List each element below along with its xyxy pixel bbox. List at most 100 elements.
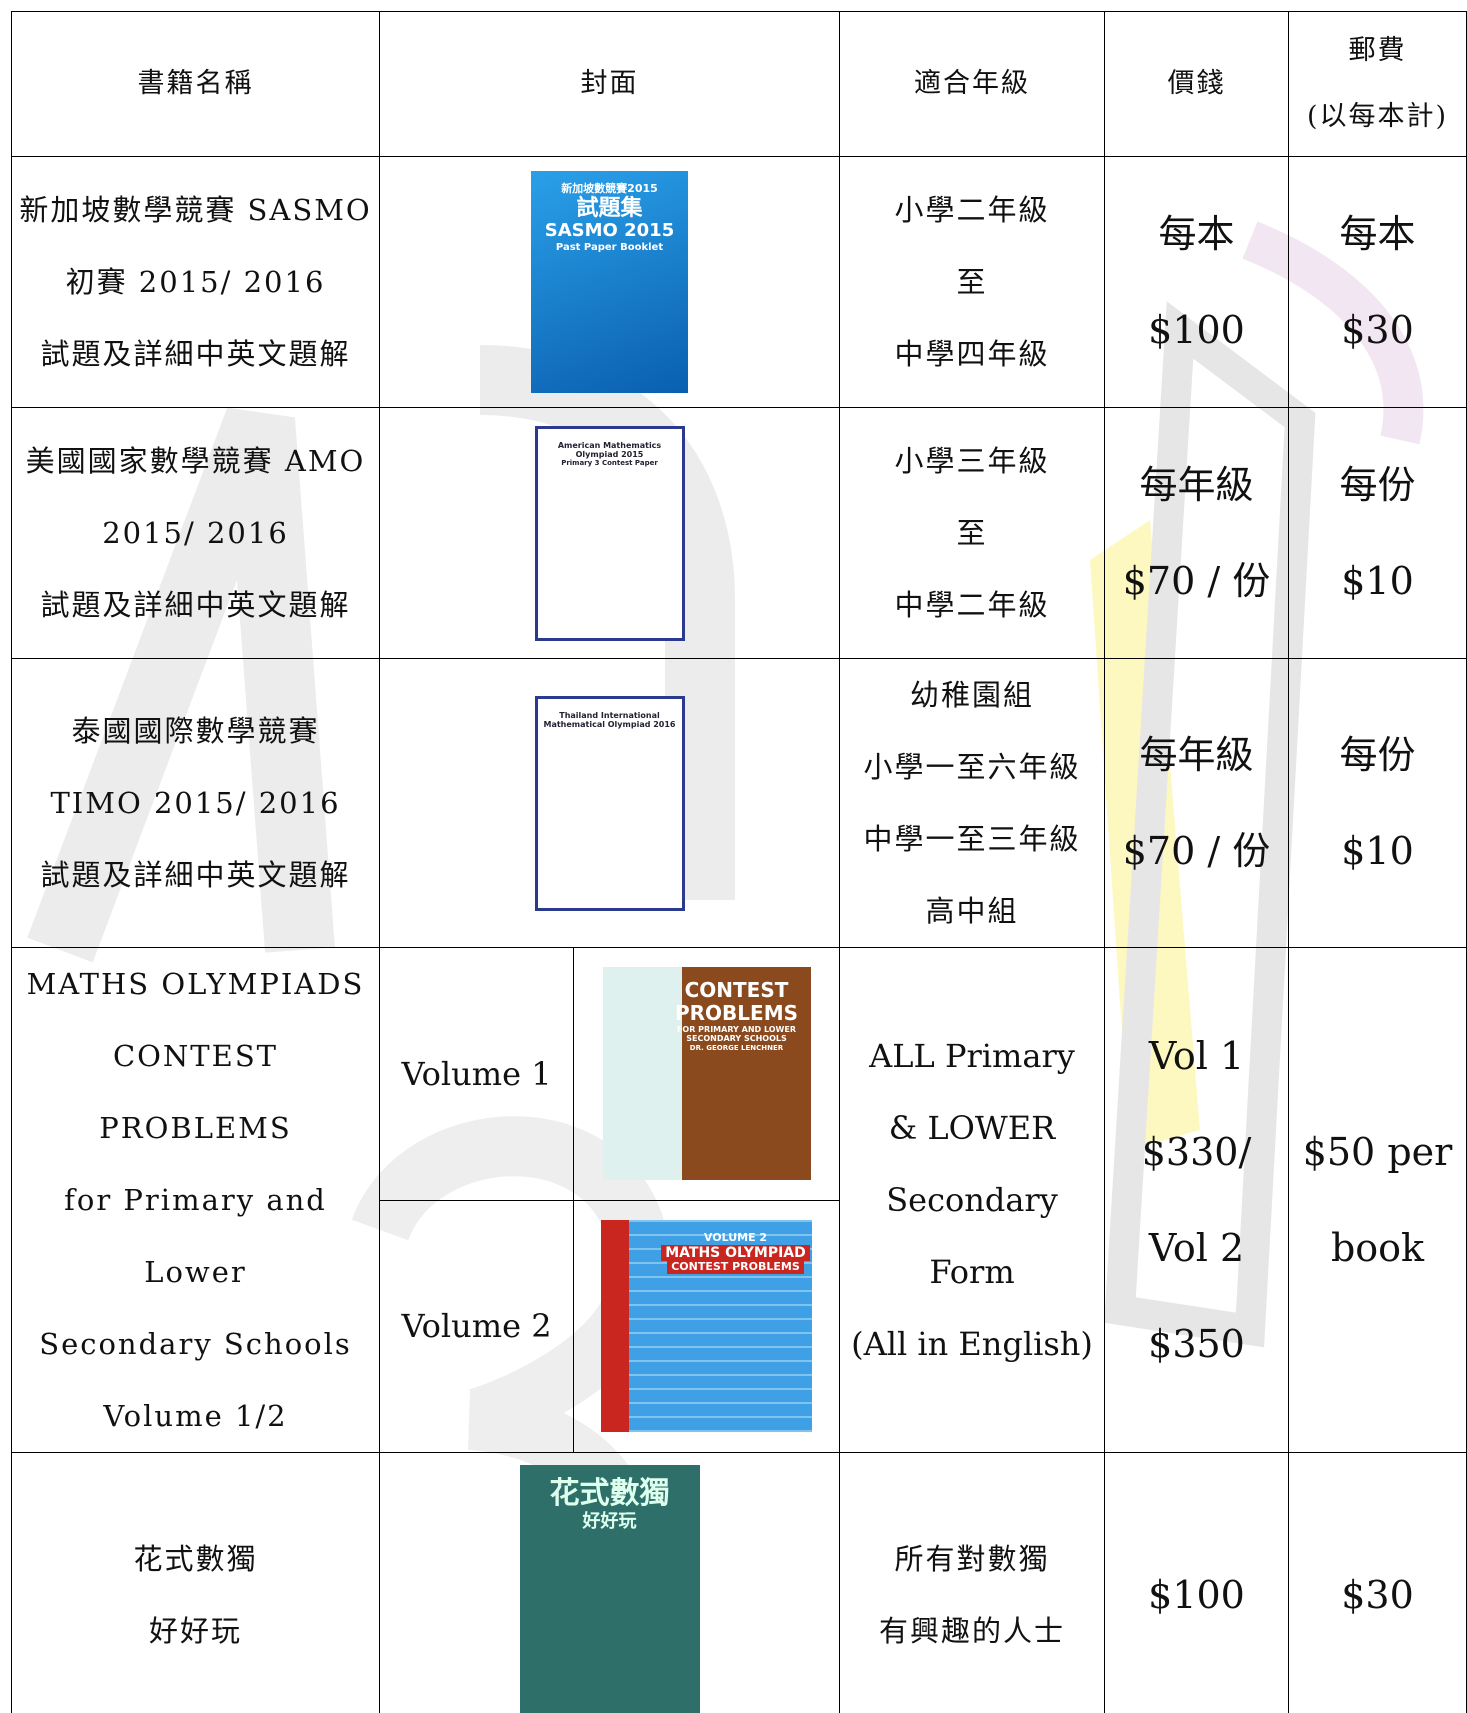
header-cell: 書籍名稱 [11,11,380,157]
text-line: 好好玩 [148,1614,242,1648]
text-line: $10 [1341,829,1414,873]
grade: 小學二年級至中學四年級 [839,156,1105,408]
cover-image: American Mathematics Olympiad 2015 Primar… [534,425,685,641]
text-line: 小學三年級 [894,444,1050,478]
cover-title: Thailand International [559,710,660,720]
text-line: $10 [1341,559,1414,603]
text-line: 泰國國際數學競賽 [71,714,320,748]
price: $100 [1104,1452,1289,1713]
text-line: Volume 2 [401,1307,552,1346]
book-row: MATHS OLYMPIADS CONTEST PROBLEMS for Prima… [11,947,1467,1453]
cover-image: Thailand International Mathematical Olymp… [534,695,685,911]
text-line: $70 / 份 [1122,559,1271,603]
text-line: 中學一至三年級 [863,822,1081,856]
text-line: 至 [956,516,988,550]
cover-cell: CONTEST PROBLEMS FOR PRIMARY AND LOWER SEC… [573,947,840,1201]
header-cell: 郵費 (以每本計) [1288,11,1467,157]
header-row: 書籍名稱 封面 適合年級 價錢 郵費 (以每本計) [11,11,1467,157]
header-text: (以每本計) [1306,101,1449,132]
text-line: 高中組 [925,894,1019,928]
header-text: 封面 [580,68,639,99]
text-line: Volume 1 [401,1054,552,1093]
cover-title: SASMO 2015 [544,219,675,241]
cover-title: Primary 3 Contest Paper [561,458,658,467]
cover-image: 花式數獨 好好玩 [519,1465,700,1713]
cover-title: PROBLEMS [674,1001,799,1026]
price: Vol 1 $330/Vol 2 $350 [1104,947,1289,1453]
text-line: 試題及詳細中英文題解 [40,588,351,622]
cover-image: 新加坡數競賽2015 試題集 SASMO 2015 Past Paper Bookle… [531,171,688,393]
text-line: ALL Primary [869,1037,1075,1075]
text-line: 每年級 [1139,463,1254,507]
book-row: 美國國家數學競賽 AMO 2015/ 2016 試題及詳細中英文題解 American… [11,407,1467,659]
grade: 小學三年級至中學二年級 [839,407,1105,659]
text-line: $30 [1341,308,1414,352]
text-line: Secondary Schools [39,1327,352,1361]
postage: $30 [1288,1452,1467,1713]
text-line: $100 [1148,1573,1245,1617]
cover-cell: Thailand International Mathematical Olymp… [379,658,840,948]
cover-cell: 新加坡數競賽2015 試題集 SASMO 2015 Past Paper Bookle… [379,156,840,408]
text-line: $30 [1341,1573,1414,1617]
postage: 每份 $10 [1288,658,1467,948]
text-line: $100 [1148,308,1245,352]
header-text: 價錢 [1167,68,1226,99]
text-line: 幼稚園組 [909,678,1034,712]
cover-title: FOR PRIMARY AND LOWER SECONDARY SCHOOLS [676,1025,797,1044]
text-line: $70 / 份 [1122,829,1271,873]
book-name: 花式數獨 好好玩 [11,1452,380,1713]
text-line: 中學二年級 [894,588,1050,622]
text-line: MATHS OLYMPIADS [26,967,365,1001]
price: 每本 $100 [1104,156,1289,408]
text-line: & LOWER [888,1109,1056,1147]
book-row: 花式數獨 好好玩 花式數獨 好好玩 所有對數獨 有興趣的人士 $100 $30 [11,1452,1467,1713]
text-line: Vol 2 [1148,1226,1245,1270]
grade: 幼稚園組小學一至六年級 中學一至三年級 高中組 [839,658,1105,948]
volume-label: Volume 2 [379,1199,574,1453]
text-line: 中學四年級 [894,337,1050,371]
volume-label: Volume 1 [379,947,574,1201]
grade: 所有對數獨有興趣的人士 [839,1452,1105,1713]
text-line: for Primary and Lower [64,1183,327,1289]
header-cell: 適合年級 [839,11,1105,157]
text-line: 每份 [1339,463,1416,507]
price: 每年級 $70 / 份 [1104,407,1289,659]
cover-title: VOLUME 2 [703,1231,768,1245]
text-line: 小學一至六年級 [863,750,1081,784]
text-line: 美國國家數學競賽 AMO [25,444,366,478]
text-line: $50 per [1302,1130,1453,1174]
cover-title: 新加坡數競賽2015 [561,182,658,195]
text-line: Volume 1/2 [103,1399,288,1433]
book-name: 新加坡數學競賽 SASMO 初賽 2015/ 2016 試題及詳細中英文題解 [11,156,380,408]
postage: $50 per book [1288,947,1467,1453]
text-line: 初賽 2015/ 2016 [65,265,326,299]
text-line: 每年級 [1139,733,1254,777]
text-line: 試題及詳細中英文題解 [40,858,351,892]
book-name: 泰國國際數學競賽 TIMO 2015/ 2016 試題及詳細中英文題解 [11,658,380,948]
grade: ALL Primary & LOWER Secondary Form (All in E… [839,947,1105,1453]
price: 每年級 $70 / 份 [1104,658,1289,948]
cover-title: CONTEST PROBLEMS [667,1260,804,1274]
text-line: 試題及詳細中英文題解 [40,337,351,371]
text-line: 花式數獨 [133,1542,258,1576]
text-line: 所有對數獨 [894,1542,1050,1576]
cover-title: Mathematical Olympiad 2016 [543,719,676,729]
cover-cell: 花式數獨 好好玩 [379,1452,840,1713]
text-line: 小學二年級 [894,193,1050,227]
text-line: (All in English) [851,1325,1093,1363]
text-line: 每份 [1339,733,1416,777]
cover-title: Past Paper Booklet [555,241,664,253]
cover-title: American Mathematics Olympiad 2015 [557,440,662,459]
postage: 每份 $10 [1288,407,1467,659]
header-cell: 價錢 [1104,11,1289,157]
cover-title: 試題集 [576,195,643,221]
text-line: 有興趣的人士 [878,1614,1065,1648]
cover-cell: VOLUME 2 MATHS OLYMPIAD CONTEST PROBLEMS [573,1199,840,1453]
header-text: 書籍名稱 [137,68,254,99]
book-table: 書籍名稱 封面 適合年級 價錢 郵費 (以每本計) 新加坡數學競賽 SASMO 初賽 2015… [11,11,1467,1713]
cover-title: CONTEST [684,978,789,1003]
book-name: 美國國家數學競賽 AMO 2015/ 2016 試題及詳細中英文題解 [11,407,380,659]
postage: 每本 $30 [1288,156,1467,408]
cover-cell: American Mathematics Olympiad 2015 Primar… [379,407,840,659]
header-text: 郵費 [1348,35,1407,66]
